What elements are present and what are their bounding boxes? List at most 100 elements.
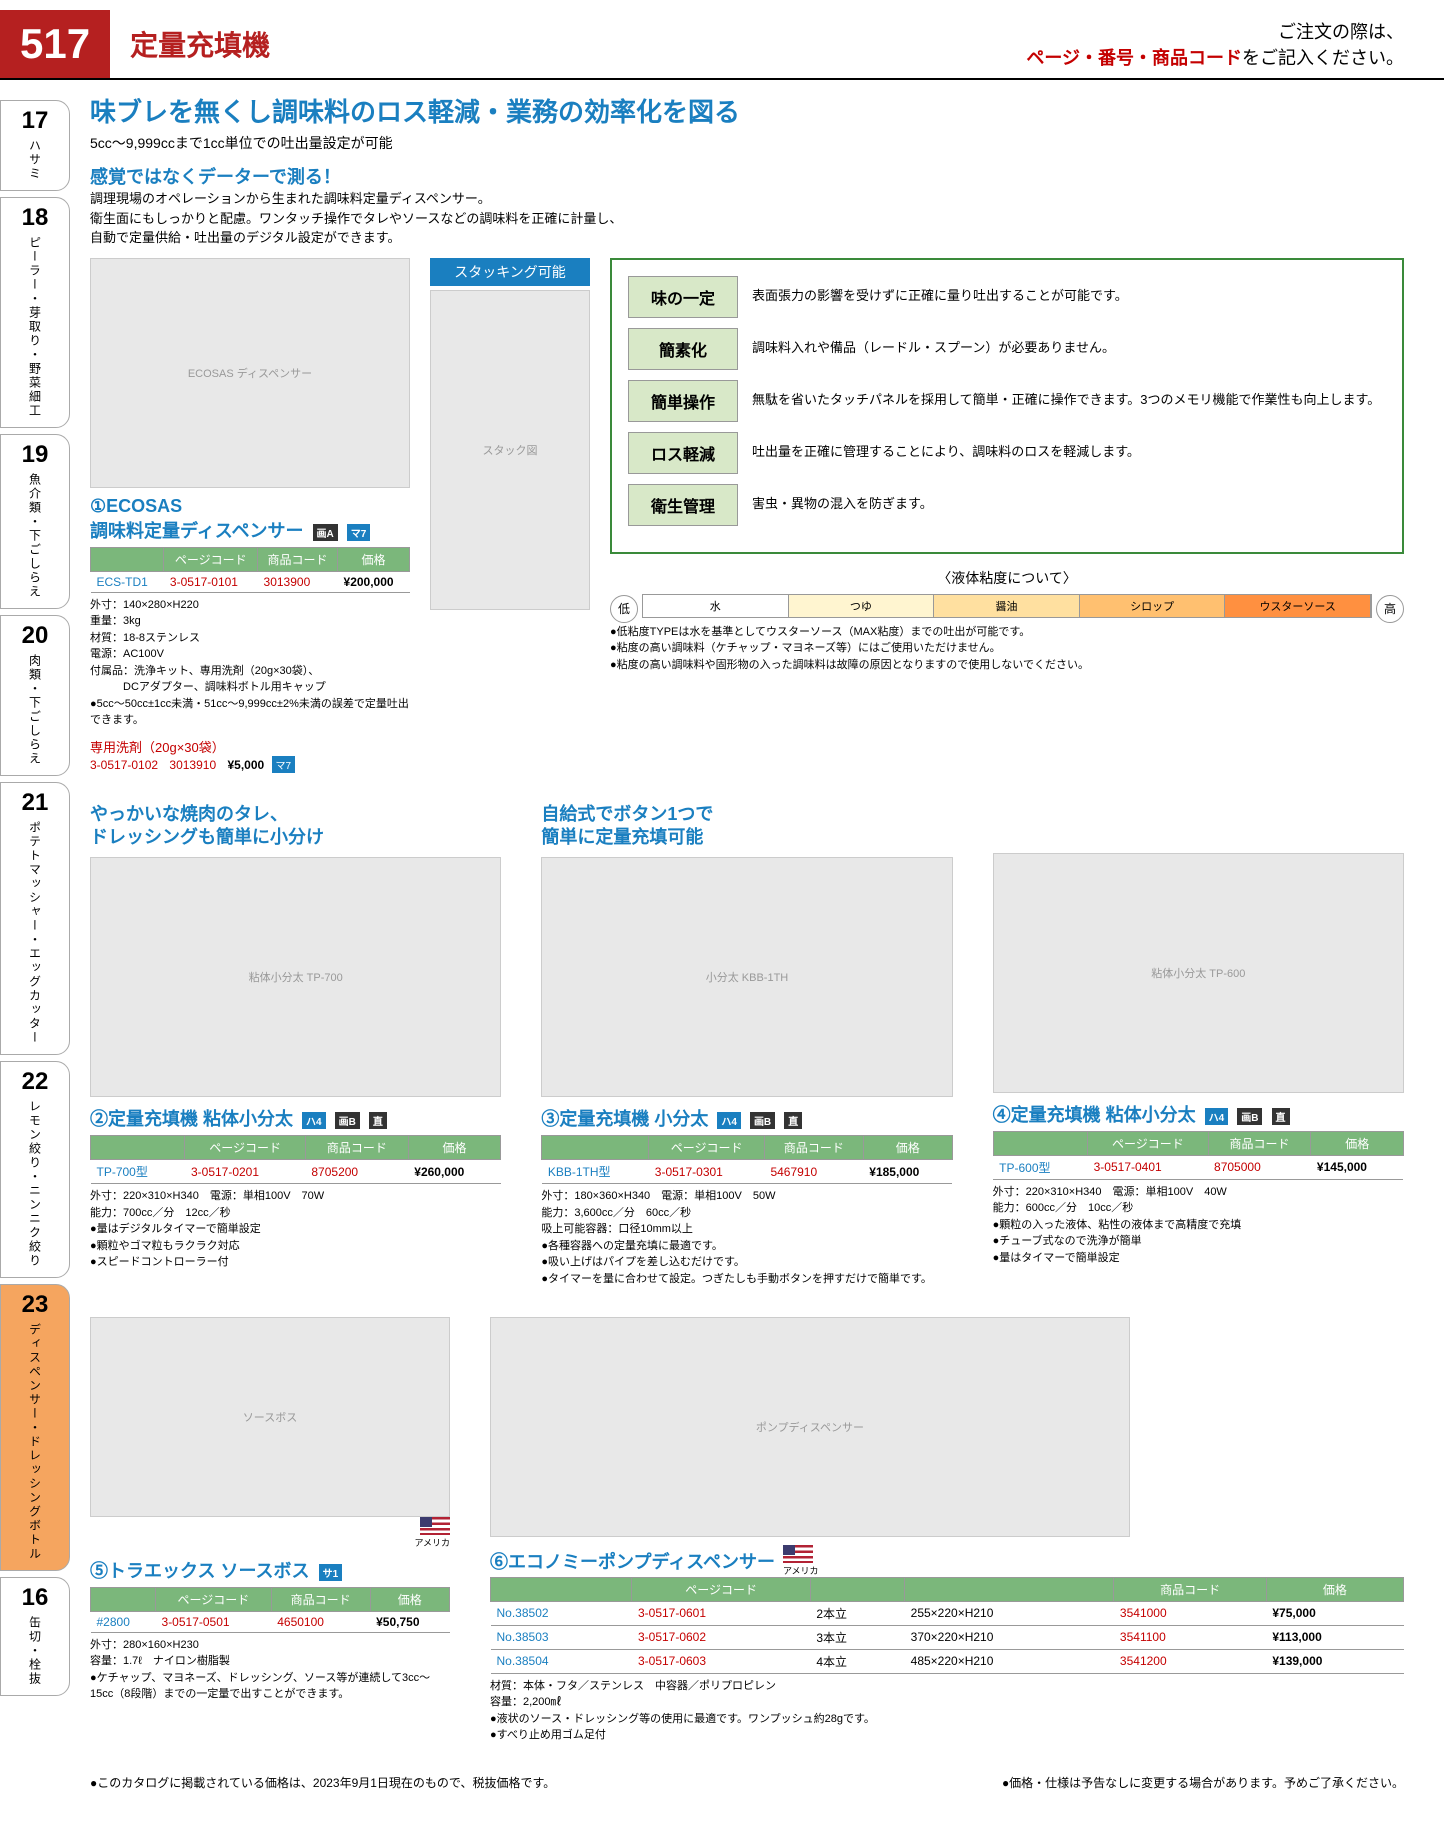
product5-image: ソースボス <box>90 1317 450 1517</box>
catalog-page: 517 定量充填機 ご注文の際は、 ページ・番号・商品コードをご記入ください。 … <box>0 0 1444 1831</box>
tab-label: 缶切・栓抜 <box>27 1616 44 1686</box>
order-note-red: ページ・番号・商品コード <box>1026 48 1242 68</box>
feature-text: 吐出量を正確に管理することにより、調味料のロスを軽減します。 <box>752 443 1140 461</box>
viscosity-segment: 醤油 <box>934 595 1080 617</box>
category-tab-16[interactable]: 16 缶切・栓抜 <box>0 1577 70 1696</box>
table-row: No.385033-0517-06023本立370×220×H210354110… <box>491 1625 1404 1649</box>
feature-label: 簡単操作 <box>628 380 738 422</box>
product5-spec: 外寸：280×160×H230容量：1.7ℓ ナイロン樹脂製●ケチャップ、マヨネ… <box>90 1637 450 1703</box>
product2-image: 粘体小分太 TP-700 <box>90 857 501 1097</box>
footnote-left: ●このカタログに掲載されている価格は、2023年9月1日現在のもので、税抜価格で… <box>90 1774 555 1791</box>
model: ECS-TD1 <box>91 571 164 592</box>
order-note-line1: ご注文の際は、 <box>1278 22 1404 42</box>
icon-badge: 画B <box>750 1112 775 1129</box>
page-header: 517 定量充填機 ご注文の際は、 ページ・番号・商品コードをご記入ください。 <box>0 0 1444 80</box>
category-tab-21[interactable]: 21ポテトマッシャー・エッグカッター <box>0 782 70 1055</box>
viscosity-segment: ウスターソース <box>1225 595 1371 617</box>
product1-title: ①ECOSAS調味料定量ディスペンサー 画A マ7 <box>90 496 410 543</box>
product1-image: ECOSAS ディスペンサー <box>90 258 410 488</box>
viscosity-bar-row: 低 水つゆ醤油シロップウスターソース 高 <box>610 594 1404 624</box>
product4-spec: 外寸：220×310×H340 電源：単相100V 40W能力：600cc／分 … <box>993 1184 1404 1267</box>
page-title: 定量充填機 <box>130 24 1026 64</box>
product1-col: ECOSAS ディスペンサー ①ECOSAS調味料定量ディスペンサー 画A マ7… <box>90 258 410 773</box>
subline: 5cc〜9,999ccまで1cc単位での吐出量設定が可能 <box>90 133 1404 153</box>
tab-number: 16 <box>5 1584 65 1612</box>
feature-row: 簡素化調味料入れや備品（レードル・スプーン）が必要ありません。 <box>628 328 1386 370</box>
feature-text: 表面張力の影響を受けずに正確に量り吐出することが可能です。 <box>752 287 1128 305</box>
product5-col: ソースボス アメリカ ⑤トラエックス ソースボス サ1 ページコード商品コード価… <box>90 1317 450 1743</box>
product4-title: ④定量充填機 粘体小分太 ハ4 画B 直 <box>993 1101 1404 1127</box>
feature-text: 無駄を省いたタッチパネルを採用して簡単・正確に操作できます。3つのメモリ機能で作… <box>752 391 1380 409</box>
feature-text: 害虫・異物の混入を防ぎます。 <box>752 495 933 513</box>
order-note: ご注文の際は、 ページ・番号・商品コードをご記入ください。 <box>1026 18 1404 70</box>
page-code: 3-0517-0101 <box>164 571 258 592</box>
product6-table: ページコード商品コード価格No.385023-0517-06012本立255×2… <box>490 1577 1404 1674</box>
category-tab-23[interactable]: 23ディスペンサー・ドレッシングボトル <box>0 1284 70 1571</box>
tab-label: ハサミ <box>27 139 44 181</box>
category-tabs: 17 ハサミ 18ピーラー・芽取り・野菜細工19魚介類・下ごしらえ 20 肉類・下ごしら… <box>0 100 70 1702</box>
icon-badge: 画B <box>1237 1108 1262 1125</box>
icon-badge: 画A <box>313 524 338 541</box>
tab-number: 20 <box>5 622 65 650</box>
headline: 味ブレを無くし調味料のロス軽減・業務の効率化を図る <box>90 92 1404 129</box>
icon-badge: ハ4 <box>717 1112 741 1129</box>
icon-badge: 画B <box>335 1112 360 1129</box>
product4-image: 粘体小分太 TP-600 <box>993 853 1404 1093</box>
product2-title: ②定量充填機 粘体小分太 ハ4 画B 直 <box>90 1105 501 1131</box>
sensor-title: 感覚ではなくデーターで測る！ <box>90 163 1404 189</box>
footnote: ●このカタログに掲載されている価格は、2023年9月1日現在のもので、税抜価格で… <box>90 1774 1404 1791</box>
addon-row: 3-0517-0102 3013910 ¥5,000 マ7 <box>90 756 410 773</box>
page-number: 517 <box>0 10 110 78</box>
viscosity-notes: ●低粘度TYPEは水を基準としてウスターソース（MAX粘度）までの吐出が可能です… <box>610 624 1404 674</box>
intro-desc: 調理現場のオペレーションから生まれた調味料定量ディスペンサー。衛生面にもしっかり… <box>90 189 1404 248</box>
tab-number: 22 <box>5 1068 65 1096</box>
viscosity-bar: 水つゆ醤油シロップウスターソース <box>642 594 1372 618</box>
tab-label: ピーラー・芽取り・野菜細工 <box>27 236 44 418</box>
icon-badge: マ7 <box>272 756 296 773</box>
icon-badge: マ7 <box>347 524 371 541</box>
tab-label: レモン絞り・ニンニク絞り <box>27 1100 44 1268</box>
table-row: No.385023-0517-06012本立255×220×H210354100… <box>491 1601 1404 1625</box>
product4-table: ページコード商品コード価格 TP-600型 3-0517-0401 870500… <box>993 1131 1404 1180</box>
main-content: 味ブレを無くし調味料のロス軽減・業務の効率化を図る 5cc〜9,999ccまで1… <box>90 92 1444 1791</box>
product3-col: 自給式でボタン1つで簡単に定量充填可能 小分太 KBB-1TH ③定量充填機 小… <box>541 803 952 1288</box>
order-note-line2: をご記入ください。 <box>1242 48 1404 68</box>
feature-row: 味の一定表面張力の影響を受けずに正確に量り吐出することが可能です。 <box>628 276 1386 318</box>
viscosity-title: 〈液体粘度について〉 <box>610 568 1404 588</box>
feature-label: 衛生管理 <box>628 484 738 526</box>
tab-label: 肉類・下ごしらえ <box>27 654 44 766</box>
icon-badge: ハ4 <box>302 1112 326 1129</box>
tab-label: ポテトマッシャー・エッグカッター <box>27 821 44 1045</box>
icon-badge: 直 <box>369 1112 387 1129</box>
addon-title: 専用洗剤（20g×30袋） <box>90 737 410 756</box>
product5-title: ⑤トラエックス ソースボス サ1 <box>90 1557 450 1583</box>
tab-number: 17 <box>5 107 65 135</box>
viscosity-segment: シロップ <box>1080 595 1226 617</box>
usa-flag-icon <box>420 1517 450 1535</box>
viscosity-high: 高 <box>1376 595 1404 623</box>
product4-col: 粘体小分太 TP-600 ④定量充填機 粘体小分太 ハ4 画B 直 ページコード… <box>993 803 1404 1288</box>
product2-spec: 外寸：220×310×H340 電源：単相100V 70W能力：700cc／分 … <box>90 1188 501 1271</box>
product2-lead: やっかいな焼肉のタレ、ドレッシングも簡単に小分け <box>90 803 501 850</box>
product2-table: ページコード商品コード価格 TP-700型 3-0517-0201 870520… <box>90 1135 501 1184</box>
category-tab-20[interactable]: 20 肉類・下ごしらえ <box>0 615 70 776</box>
product6-col: ポンプディスペンサー ⑥エコノミーポンプディスペンサー アメリカ ページコード商… <box>490 1317 1404 1743</box>
usa-flag-icon <box>783 1545 813 1563</box>
product1-table: ページコード商品コード価格 ECS-TD1 3-0517-0101 301390… <box>90 547 410 593</box>
tab-label: 魚介類・下ごしらえ <box>27 473 44 599</box>
feature-row: 簡単操作無駄を省いたタッチパネルを採用して簡単・正確に操作できます。3つのメモリ… <box>628 380 1386 422</box>
top-section: ECOSAS ディスペンサー ①ECOSAS調味料定量ディスペンサー 画A マ7… <box>90 258 1404 773</box>
viscosity-segment: つゆ <box>789 595 935 617</box>
icon-badge: 直 <box>784 1112 802 1129</box>
product1-num: ① <box>90 496 106 516</box>
category-tab-19[interactable]: 19魚介類・下ごしらえ <box>0 434 70 609</box>
stacking-label: スタッキング可能 <box>430 258 590 286</box>
product2-col: やっかいな焼肉のタレ、ドレッシングも簡単に小分け 粘体小分太 TP-700 ②定… <box>90 803 501 1288</box>
product3-spec: 外寸：180×360×H340 電源：単相100V 50W能力：3,600cc／… <box>541 1188 952 1287</box>
feature-label: ロス軽減 <box>628 432 738 474</box>
category-tab-17[interactable]: 17 ハサミ <box>0 100 70 191</box>
category-tab-22[interactable]: 22 レモン絞り・ニンニク絞り <box>0 1061 70 1278</box>
footnote-right: ●価格・仕様は予告なしに変更する場合があります。予めご了承ください。 <box>1002 1774 1404 1791</box>
features-col: 味の一定表面張力の影響を受けずに正確に量り吐出することが可能です。簡素化調味料入… <box>610 258 1404 773</box>
category-tab-18[interactable]: 18ピーラー・芽取り・野菜細工 <box>0 197 70 428</box>
